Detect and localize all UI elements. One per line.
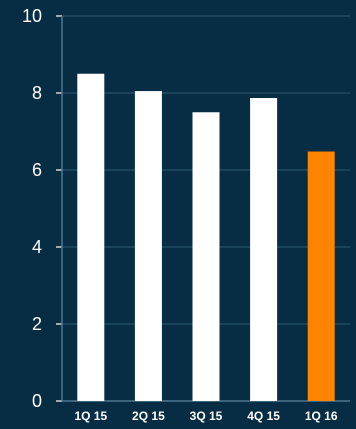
bar-1q-16 [307,151,335,401]
x-tick-label-3q-15: 3Q 15 [190,409,223,423]
bar-3q-15 [192,112,220,401]
y-tick-label-6: 6 [32,160,42,180]
y-tick-label-2: 2 [32,314,42,334]
bar-2q-15 [134,91,162,401]
x-tick-label-1q-15: 1Q 15 [74,409,107,423]
y-tick-label-10: 10 [22,6,42,26]
y-tick-label-4: 4 [32,237,42,257]
x-tick-label-2q-15: 2Q 15 [132,409,165,423]
y-tick-label-0: 0 [32,391,42,411]
bar-1q-15 [77,73,105,401]
x-tick-label-4q-15: 4Q 15 [247,409,280,423]
x-tick-label-1q-16: 1Q 16 [305,409,338,423]
bar-4q-15 [250,98,278,401]
y-tick-label-8: 8 [32,83,42,103]
